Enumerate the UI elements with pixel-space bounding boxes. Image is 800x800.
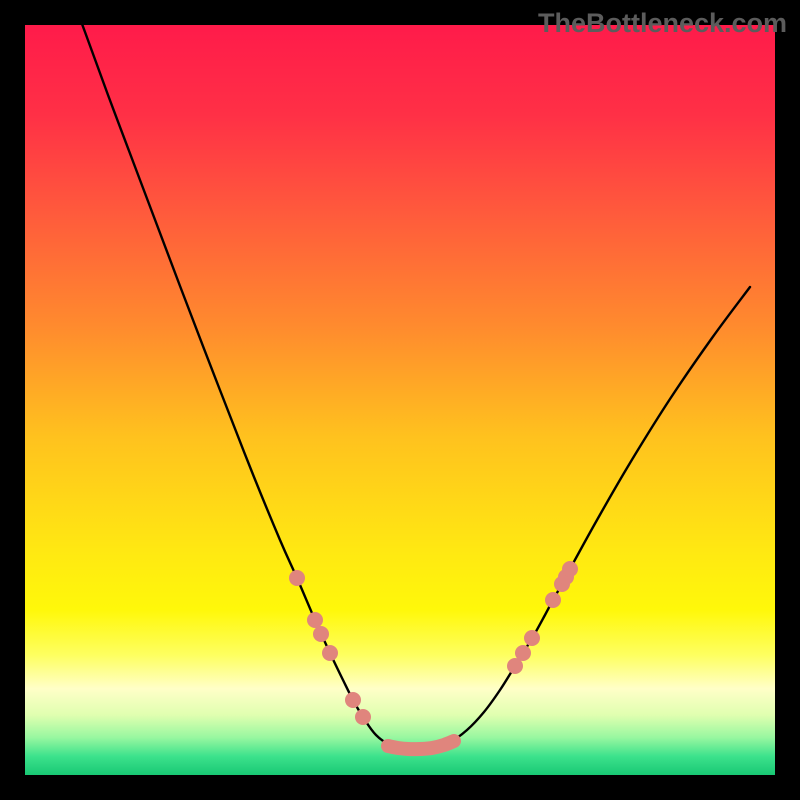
bottleneck-curve — [73, 25, 750, 749]
curve-marker — [313, 626, 329, 642]
curve-marker — [345, 692, 361, 708]
curve-marker — [322, 645, 338, 661]
watermark-text: TheBottleneck.com — [538, 8, 787, 39]
plot-area — [25, 25, 775, 775]
curve-marker — [289, 570, 305, 586]
curve-marker — [545, 592, 561, 608]
curve-marker — [355, 709, 371, 725]
curve-marker — [562, 561, 578, 577]
curve-marker — [307, 612, 323, 628]
chart-svg — [25, 25, 775, 775]
curve-marker — [524, 630, 540, 646]
valley-segment — [388, 741, 454, 749]
curve-marker — [515, 645, 531, 661]
